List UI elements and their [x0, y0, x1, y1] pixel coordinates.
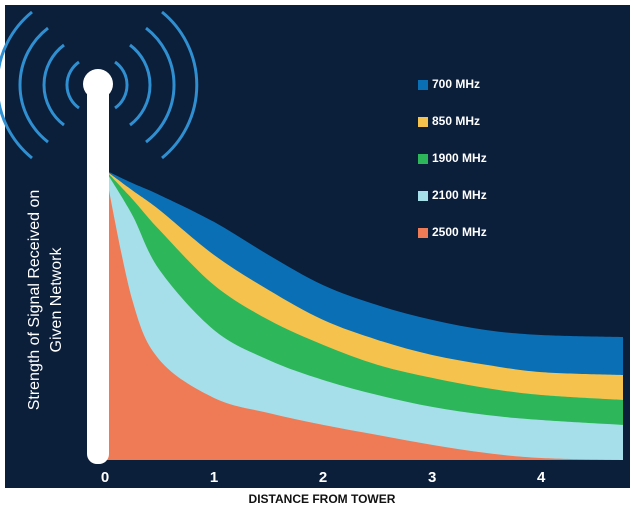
x-tick-label: 1 — [210, 469, 218, 486]
legend-swatch — [418, 154, 428, 164]
y-axis-label-line: Strength of Signal Received on — [26, 190, 43, 411]
tower — [83, 69, 113, 464]
signal-waves — [0, 10, 199, 160]
area — [105, 170, 623, 460]
legend-swatch — [418, 117, 428, 127]
x-axis-label: DISTANCE FROM TOWER — [249, 492, 396, 506]
area — [105, 170, 623, 460]
legend-label: 2500 MHz — [432, 225, 487, 239]
legend-label: 1900 MHz — [432, 151, 487, 165]
legend-swatch — [418, 80, 428, 90]
legend-label: 2100 MHz — [432, 188, 487, 202]
y-axis-label: Strength of Signal Received on Given Net… — [26, 190, 65, 411]
legend-swatch — [418, 191, 428, 201]
x-tick-label: 4 — [537, 469, 546, 486]
legend-swatch — [418, 228, 428, 238]
legend-label: 850 MHz — [432, 114, 480, 128]
x-tick-label: 3 — [428, 469, 436, 486]
legend-label: 700 MHz — [432, 77, 480, 91]
x-tick-label: 2 — [319, 469, 327, 486]
x-tick-label: 0 — [101, 469, 109, 486]
y-axis-label-line: Given Network — [48, 247, 65, 353]
